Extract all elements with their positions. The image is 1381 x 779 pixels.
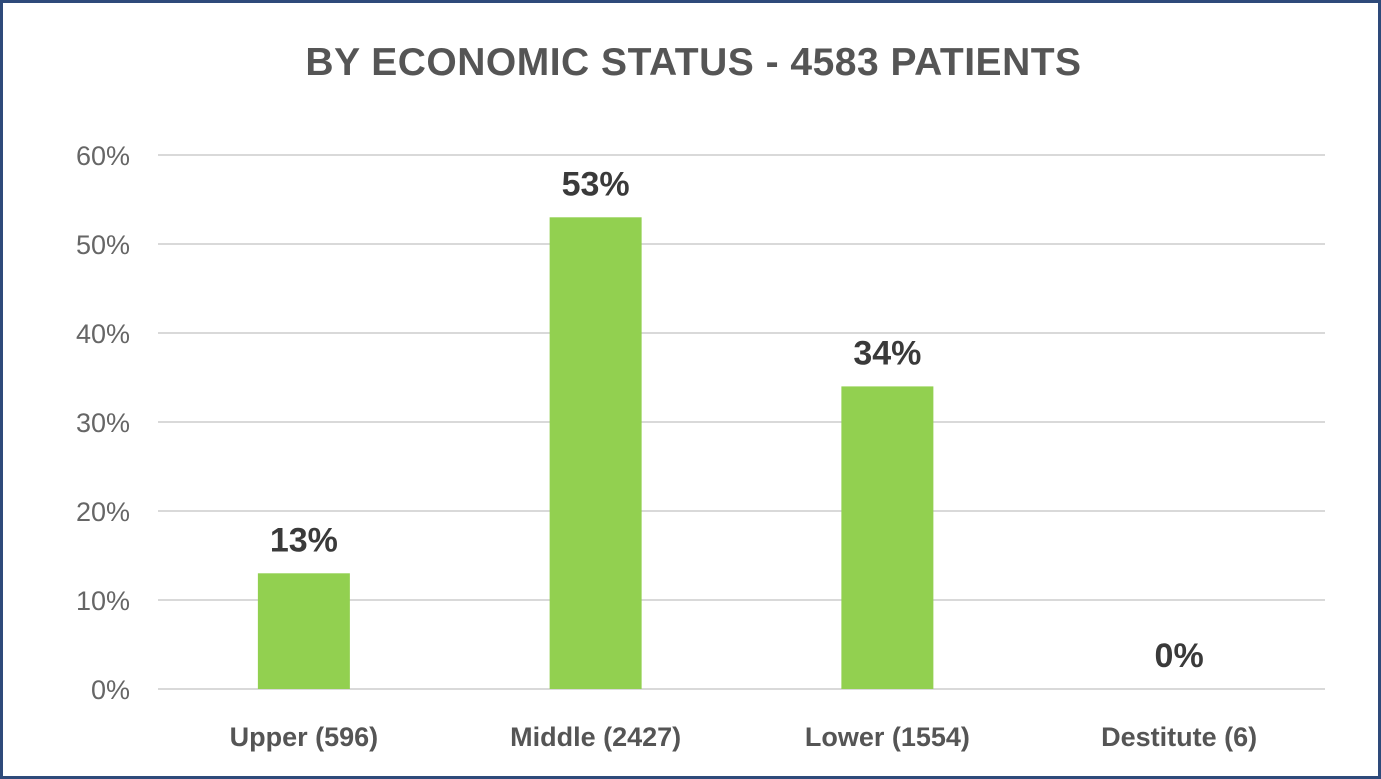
y-tick-label: 50% xyxy=(76,230,130,260)
y-tick-label: 60% xyxy=(76,141,130,171)
category-label: Destitute (6) xyxy=(1101,722,1257,752)
data-label: 13% xyxy=(270,521,338,559)
y-axis-ticks: 0% 10% 20% 30% 40% 50% 60% xyxy=(76,141,130,705)
y-tick-label: 0% xyxy=(91,675,130,705)
bar xyxy=(257,573,350,689)
data-labels: 13% 53% 34% 0% xyxy=(270,165,1204,675)
y-tick-label: 20% xyxy=(76,497,130,527)
category-label: Lower (1554) xyxy=(805,722,970,752)
data-label: 53% xyxy=(562,165,630,203)
y-tick-label: 40% xyxy=(76,319,130,349)
x-axis-categories: Upper (596) Middle (2427) Lower (1554) Dest… xyxy=(230,722,1258,752)
chart-title: BY ECONOMIC STATUS - 4583 PATIENTS xyxy=(305,41,1082,84)
bars xyxy=(257,217,934,690)
bar xyxy=(841,386,934,689)
y-tick-label: 30% xyxy=(76,408,130,438)
category-label: Middle (2427) xyxy=(510,722,681,752)
gridlines xyxy=(158,154,1325,690)
data-label: 0% xyxy=(1155,637,1204,675)
data-label: 34% xyxy=(853,334,921,372)
bar xyxy=(549,217,642,690)
y-tick-label: 10% xyxy=(76,586,130,616)
category-label: Upper (596) xyxy=(230,722,379,752)
